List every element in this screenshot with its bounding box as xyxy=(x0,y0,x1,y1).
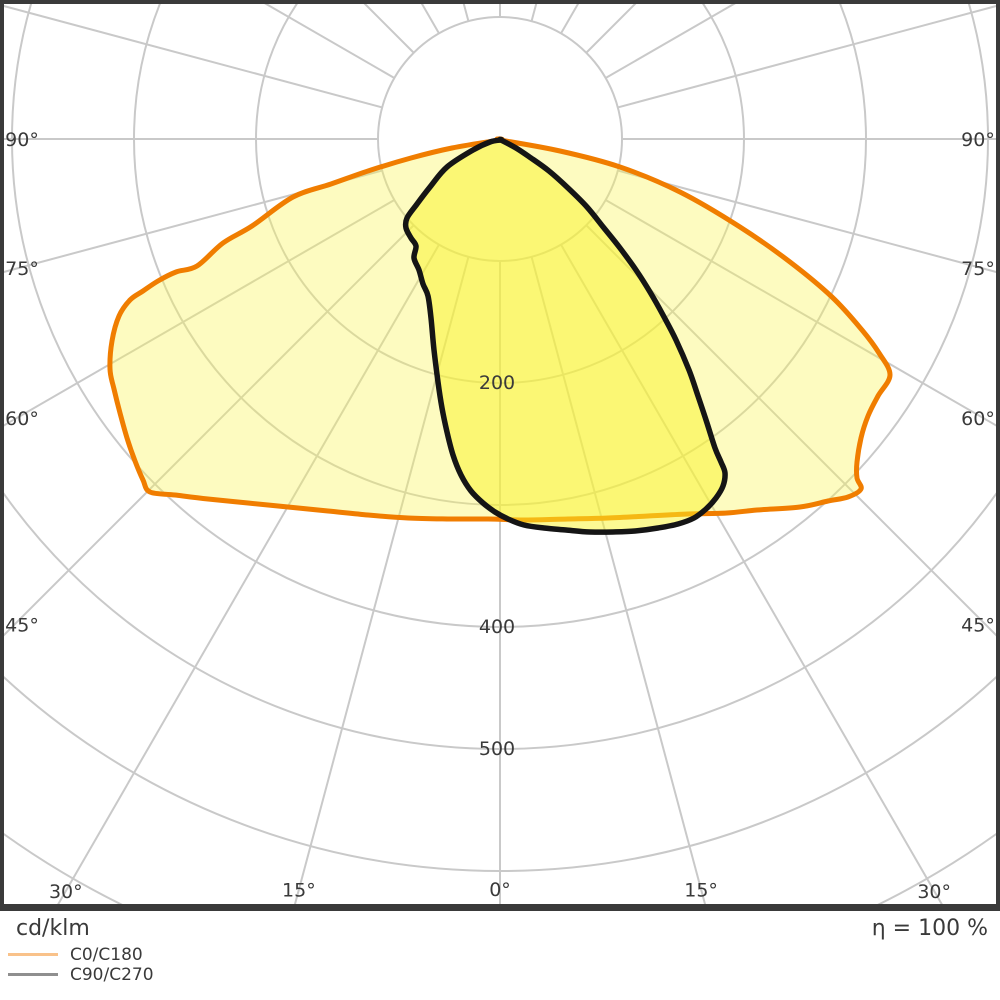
angle-tick-label: 15° xyxy=(282,880,316,902)
grid-spoke xyxy=(585,4,637,54)
c90-c270-curve xyxy=(402,136,728,535)
grid-spoke xyxy=(4,199,395,427)
grid-spoke xyxy=(585,224,996,637)
angle-tick-label: 30° xyxy=(49,881,83,903)
angle-tick-label: 0° xyxy=(489,879,511,901)
angle-tick-label: 90° xyxy=(5,129,39,151)
grid-spoke xyxy=(363,4,415,54)
legend-swatch-c90-c270-line xyxy=(8,973,58,976)
grid-spoke xyxy=(617,5,996,109)
grid-spoke xyxy=(4,5,383,109)
angle-tick-label: 60° xyxy=(961,408,995,430)
grid-spoke xyxy=(264,4,395,79)
grid-spoke xyxy=(605,4,736,79)
angle-tick-label: 45° xyxy=(961,614,995,636)
grid-spoke xyxy=(57,244,440,904)
grid-spoke xyxy=(560,4,580,34)
grid-spoke xyxy=(420,4,440,34)
efficiency-label: η = 100 % xyxy=(871,916,988,941)
radial-tick-label: 400 xyxy=(479,616,515,638)
angle-tick-label: 90° xyxy=(961,129,995,151)
angle-tick-label: 75° xyxy=(961,258,995,280)
legend-label-c0-c180: C0/C180 xyxy=(70,945,143,965)
angle-tick-label: 30° xyxy=(917,881,951,903)
angle-tick-label: 60° xyxy=(5,408,39,430)
units-label: cd/klm xyxy=(16,916,90,941)
polar-chart: 200 400 500 90° 90° 75° 75° 60° 60° 45° 45° 30° 15° 0… xyxy=(0,0,1000,911)
angle-tick-label: 15° xyxy=(684,880,718,902)
grid-spoke xyxy=(617,169,996,273)
legend-label-c90-c270: C90/C270 xyxy=(70,965,154,985)
radial-tick-label: 500 xyxy=(479,738,515,760)
angle-tick-label: 75° xyxy=(5,258,39,280)
grid-spoke xyxy=(4,224,415,637)
radial-tick-label: 200 xyxy=(479,372,515,394)
angle-tick-label: 45° xyxy=(5,614,39,636)
plot-area xyxy=(4,4,996,904)
grid-spoke xyxy=(293,256,470,904)
legend-swatch-c0-c180-line xyxy=(8,953,58,956)
grid-spoke xyxy=(605,199,996,427)
grid-spoke xyxy=(4,169,383,273)
